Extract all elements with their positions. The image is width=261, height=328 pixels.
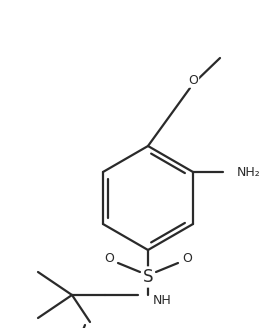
Text: O: O <box>104 253 114 265</box>
Text: O: O <box>182 253 192 265</box>
Text: NH₂: NH₂ <box>237 166 261 178</box>
Text: O: O <box>188 73 198 87</box>
Text: S: S <box>143 268 153 286</box>
Text: NH: NH <box>153 294 171 306</box>
